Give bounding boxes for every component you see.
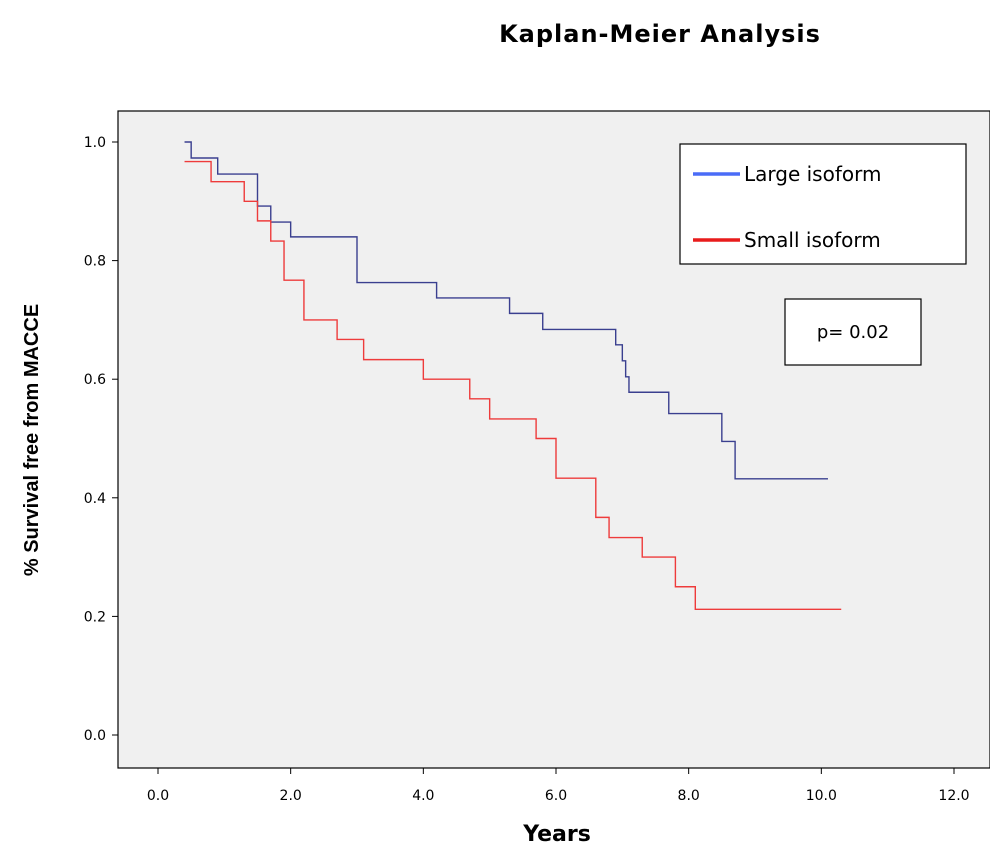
chart-title: Kaplan-Meier Analysis xyxy=(499,20,821,48)
p-value-box xyxy=(784,298,922,366)
y-axis-label: % Survival free from MACCE xyxy=(21,304,43,576)
x-tick-label: 6.0 xyxy=(545,788,567,804)
y-tick-label: 1.0 xyxy=(84,135,106,151)
x-tick-label: 10.0 xyxy=(806,788,837,804)
legend-label-large-isoform: Large isoform xyxy=(744,162,881,186)
x-tick-label: 12.0 xyxy=(938,788,969,804)
y-tick-label: 0.2 xyxy=(84,609,106,625)
x-tick-label: 4.0 xyxy=(412,788,434,804)
x-tick-label: 2.0 xyxy=(280,788,302,804)
plot-area: 0.0 2.0 4.0 6.0 8.0 10.0 12.0 0.0 0.2 0.4 0.6 0.8 1.… xyxy=(84,110,990,804)
y-tick-label: 0.0 xyxy=(84,728,106,744)
x-tick-label: 8.0 xyxy=(678,788,700,804)
legend-label-small-isoform: Small isoform xyxy=(744,228,881,252)
y-tick-label: 0.8 xyxy=(84,254,106,270)
legend xyxy=(679,143,967,265)
x-tick-label: 0.0 xyxy=(147,788,169,804)
x-axis-label: Years xyxy=(522,822,591,847)
series-line-small-isoform xyxy=(184,160,842,610)
p-value-label: p= 0.02 xyxy=(817,322,889,343)
y-tick-label: 0.6 xyxy=(84,372,106,388)
series-line-large-isoform xyxy=(184,141,828,480)
y-tick-label: 0.4 xyxy=(84,491,106,507)
